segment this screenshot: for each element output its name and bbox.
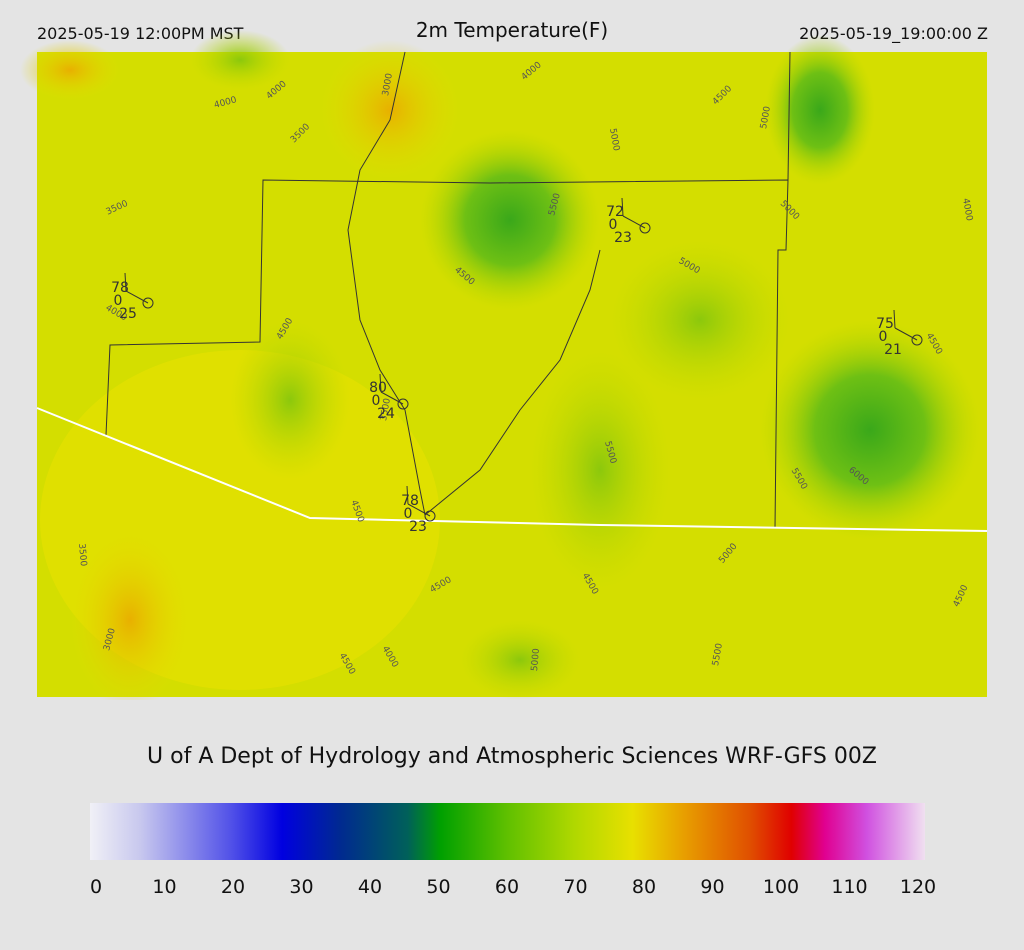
station-cloud: 0 bbox=[404, 506, 413, 522]
station-circle bbox=[639, 222, 651, 234]
boundaries bbox=[105, 51, 791, 529]
shade bbox=[530, 350, 670, 590]
station-temperature: 72 bbox=[606, 204, 624, 220]
contour-label: 3500 bbox=[76, 543, 88, 567]
contour-label: 5000 bbox=[759, 105, 773, 130]
wind-barb bbox=[125, 290, 149, 304]
wind-barb bbox=[622, 215, 646, 229]
station-circle bbox=[397, 398, 409, 410]
contour-label: 4000 bbox=[960, 198, 974, 223]
station-cloud: 0 bbox=[879, 329, 888, 345]
station-dewpoint: 24 bbox=[377, 406, 395, 422]
contour-label: 3000 bbox=[381, 72, 395, 97]
contour-label: 5500 bbox=[711, 642, 725, 667]
color-bar-tick: 50 bbox=[426, 876, 451, 898]
contour-label: 5000 bbox=[530, 648, 542, 672]
color-bar bbox=[90, 803, 925, 860]
shade bbox=[320, 40, 460, 180]
shade bbox=[460, 620, 580, 700]
wind-barb bbox=[406, 485, 409, 505]
color-bar-tick: 30 bbox=[289, 876, 314, 898]
shade bbox=[190, 30, 290, 90]
station-temperature: 78 bbox=[401, 493, 419, 509]
station-temperature: 75 bbox=[876, 316, 894, 332]
station-dewpoint: 21 bbox=[884, 342, 902, 358]
wind-barb bbox=[621, 197, 624, 217]
contour-label: 5000 bbox=[607, 128, 621, 153]
color-bar-tick: 40 bbox=[357, 876, 383, 898]
color-bar-ticks: 0 10 20 30 40 50 60 70 80 90 100 110 120 bbox=[0, 876, 1024, 900]
wind-barb bbox=[407, 503, 431, 517]
station-cloud: 0 bbox=[609, 217, 618, 233]
shade bbox=[760, 320, 980, 540]
wind-barb bbox=[380, 391, 404, 405]
shade bbox=[70, 530, 190, 700]
shade bbox=[420, 130, 600, 310]
color-bar-tick: 20 bbox=[220, 876, 246, 898]
wind-barb bbox=[893, 309, 896, 329]
color-bar-tick: 60 bbox=[494, 876, 520, 898]
contour-label: 3500 bbox=[379, 397, 393, 422]
color-bar-tick: 0 bbox=[89, 876, 103, 898]
color-bar-tick: 110 bbox=[831, 876, 868, 898]
wind-barb bbox=[124, 272, 127, 292]
station-temperature: 78 bbox=[111, 280, 129, 296]
color-bar-tick: 120 bbox=[899, 876, 937, 898]
wind-barb bbox=[379, 373, 382, 393]
station-cloud: 0 bbox=[372, 393, 381, 409]
station-circle bbox=[142, 297, 154, 309]
wind-barb bbox=[894, 327, 918, 341]
station-dewpoint: 23 bbox=[409, 519, 427, 535]
map-title: 2m Temperature(F) bbox=[415, 18, 609, 42]
color-bar-tick: 80 bbox=[631, 876, 657, 898]
color-bar-tick: 70 bbox=[563, 876, 588, 898]
valid-local-time: 2025-05-19 12:00PM MST bbox=[37, 24, 244, 43]
shade bbox=[765, 35, 875, 185]
station-cloud: 0 bbox=[114, 293, 123, 309]
station-dewpoint: 23 bbox=[614, 230, 632, 246]
station-circle bbox=[911, 334, 923, 346]
station-dewpoint: 25 bbox=[119, 306, 137, 322]
shade bbox=[230, 320, 350, 480]
credit: U of A Dept of Hydrology and Atmospheric… bbox=[147, 744, 877, 769]
shade bbox=[20, 40, 120, 100]
color-bar-tick: 100 bbox=[762, 876, 800, 898]
valid-utc-time: 2025-05-19_19:00:00 Z bbox=[799, 24, 988, 43]
shade bbox=[610, 240, 790, 400]
color-bar-tick: 90 bbox=[700, 876, 725, 898]
color-bar-tick: 10 bbox=[152, 876, 177, 898]
station-temperature: 80 bbox=[369, 380, 387, 396]
station-circle bbox=[424, 510, 436, 522]
state-border bbox=[36, 407, 988, 532]
